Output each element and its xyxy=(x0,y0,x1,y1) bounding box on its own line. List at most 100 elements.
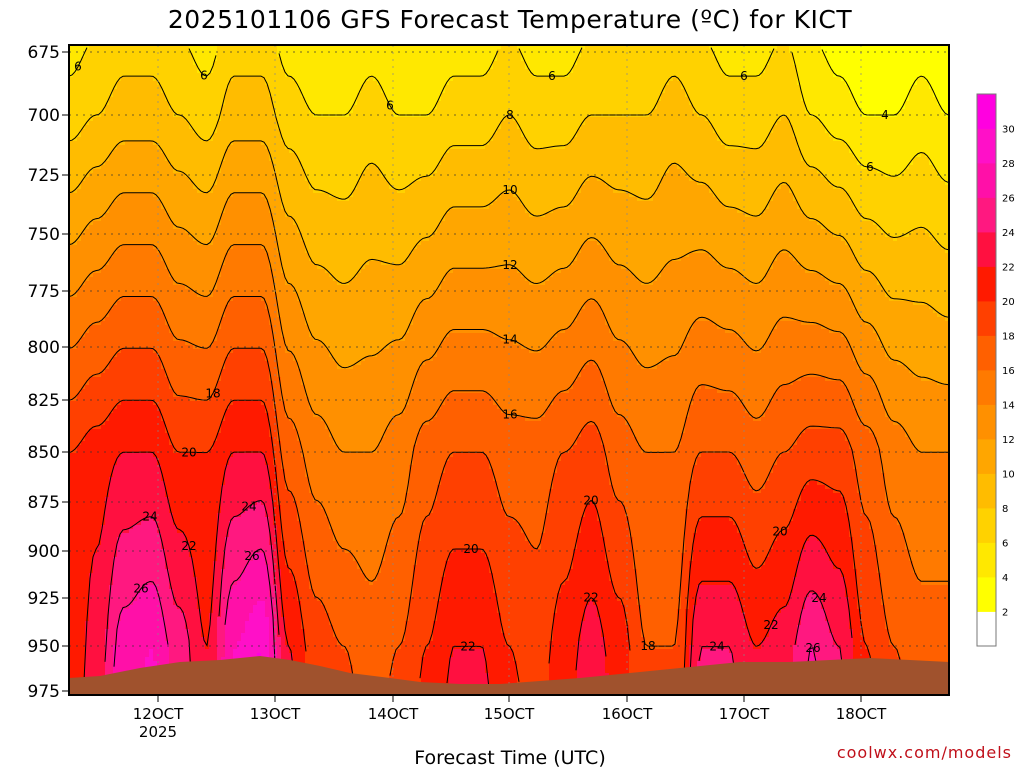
temperature-cell xyxy=(941,317,946,386)
temperature-cell xyxy=(921,585,926,695)
temperature-cell xyxy=(561,333,566,394)
temperature-cell xyxy=(681,45,686,90)
colorbar-swatch xyxy=(977,439,996,474)
temperature-cell xyxy=(281,337,286,402)
temperature-cell xyxy=(357,45,362,94)
temperature-cell xyxy=(933,453,938,586)
temperature-cell xyxy=(473,77,478,150)
temperature-cell xyxy=(581,517,586,622)
temperature-cell xyxy=(397,649,402,695)
temperature-cell xyxy=(657,45,662,102)
temperature-cell xyxy=(805,541,810,598)
temperature-cell xyxy=(325,349,330,430)
temperature-cell xyxy=(809,221,814,274)
temperature-cell xyxy=(425,45,430,118)
temperature-cell xyxy=(209,73,214,142)
temperature-cell xyxy=(345,369,350,454)
temperature-cell xyxy=(357,273,362,366)
temperature-cell xyxy=(873,45,878,118)
temperature-cell xyxy=(865,169,870,222)
temperature-cell xyxy=(465,649,470,695)
temperature-cell xyxy=(461,333,466,394)
temperature-cell xyxy=(881,473,886,606)
temperature-cell xyxy=(721,393,726,454)
temperature-cell xyxy=(241,453,246,514)
temperature-cell xyxy=(177,341,182,398)
temperature-cell xyxy=(117,197,122,250)
temperature-cell xyxy=(409,597,414,695)
temperature-cell xyxy=(333,281,338,362)
temperature-cell xyxy=(925,585,930,695)
temperature-cell xyxy=(293,81,298,154)
temperature-cell xyxy=(137,401,142,454)
temperature-cell xyxy=(505,341,510,418)
temperature-cell xyxy=(525,69,530,142)
temperature-cell xyxy=(241,401,246,454)
temperature-cell xyxy=(445,397,450,462)
temperature-cell xyxy=(781,45,786,118)
temperature-cell xyxy=(809,45,814,118)
temperature-cell xyxy=(229,45,234,82)
temperature-cell xyxy=(605,393,610,466)
temperature-cell xyxy=(881,349,886,406)
temperature-cell xyxy=(513,521,518,662)
temperature-cell xyxy=(477,77,482,150)
temperature-cell xyxy=(105,497,110,630)
temperature-cell xyxy=(749,285,754,350)
temperature-cell xyxy=(929,237,934,310)
temperature-cell xyxy=(121,245,126,298)
temperature-cell xyxy=(477,45,482,78)
temperature-cell xyxy=(341,369,346,454)
temperature-cell xyxy=(505,517,510,646)
temperature-cell xyxy=(225,89,230,150)
temperature-cell xyxy=(717,201,722,266)
temperature-cell xyxy=(697,117,702,186)
temperature-cell xyxy=(849,301,854,350)
temperature-cell xyxy=(897,301,902,366)
temperature-cell xyxy=(905,369,910,438)
temperature-cell xyxy=(465,269,470,334)
temperature-cell xyxy=(293,501,298,582)
temperature-cell xyxy=(485,557,490,674)
temperature-cell xyxy=(249,141,254,194)
temperature-cell xyxy=(237,77,242,142)
temperature-cell xyxy=(733,273,738,334)
temperature-cell xyxy=(381,437,386,562)
temperature-cell xyxy=(945,585,949,695)
temperature-cell xyxy=(941,385,946,454)
temperature-cell xyxy=(277,505,282,570)
temperature-cell xyxy=(129,349,134,402)
temperature-cell xyxy=(849,349,854,402)
temperature-cell xyxy=(233,77,238,142)
temperature-cell xyxy=(97,429,102,546)
temperature-cell xyxy=(561,269,566,334)
temperature-cell xyxy=(853,469,858,570)
temperature-cell xyxy=(81,57,86,130)
temperature-cell xyxy=(553,149,558,210)
temperature-cell xyxy=(145,77,150,142)
temperature-cell xyxy=(917,157,922,230)
temperature-cell xyxy=(701,117,706,186)
temperature-cell xyxy=(301,45,306,98)
temperature-cell xyxy=(237,401,242,454)
temperature-cell xyxy=(881,173,886,234)
temperature-cell xyxy=(481,269,486,334)
temperature-cell xyxy=(217,617,222,695)
temperature-cell xyxy=(261,301,266,354)
contour-label: 26 xyxy=(133,582,148,596)
temperature-cell xyxy=(721,205,726,270)
contour-label: 6 xyxy=(740,69,748,83)
temperature-cell xyxy=(769,625,774,695)
temperature-cell xyxy=(253,245,258,298)
temperature-cell xyxy=(297,45,302,90)
temperature-cell xyxy=(85,281,90,334)
temperature-cell xyxy=(909,301,914,374)
temperature-cell xyxy=(69,297,74,350)
temperature-cell xyxy=(541,417,546,534)
temperature-cell xyxy=(517,45,522,50)
temperature-cell xyxy=(89,277,94,326)
temperature-cell xyxy=(145,245,150,298)
temperature-cell xyxy=(117,81,122,146)
contour-line xyxy=(683,479,874,679)
temperature-cell xyxy=(193,45,198,66)
